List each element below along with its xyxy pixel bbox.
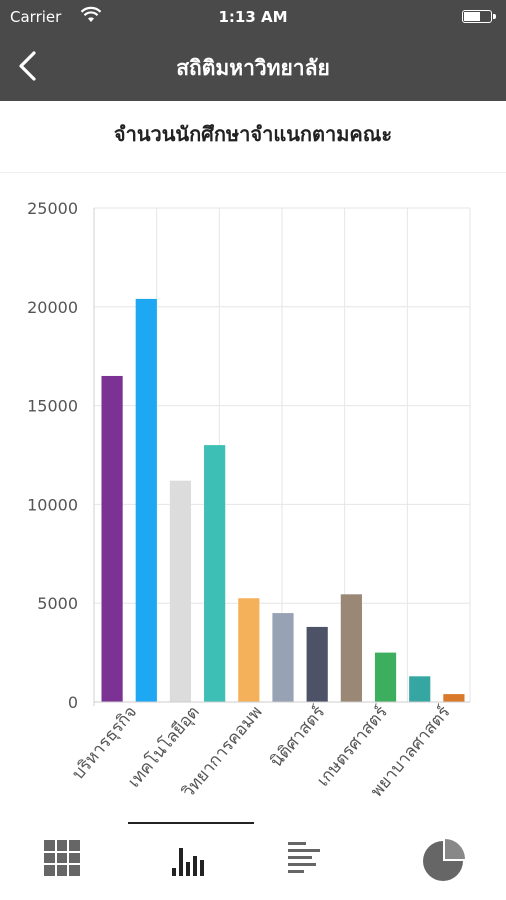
bar (306, 626, 328, 702)
battery-icon (462, 10, 496, 23)
active-tab-indicator (128, 822, 254, 824)
tab-bar-chart[interactable] (160, 834, 220, 890)
tab-pie-chart[interactable] (410, 834, 470, 890)
y-tick-label: 25000 (27, 199, 78, 218)
bar (204, 445, 226, 702)
bar-chart-icon (172, 848, 204, 876)
bar (443, 694, 465, 702)
y-tick-label: 15000 (27, 397, 78, 416)
grid-icon (44, 840, 80, 876)
y-tick-label: 10000 (27, 495, 78, 514)
bar (169, 480, 192, 702)
bar (135, 298, 157, 702)
bar (409, 676, 431, 702)
status-bar: Carrier 1:13 AM (0, 0, 506, 34)
page-title: สถิติมหาวิทยาลัย (176, 56, 330, 80)
bar-chart: 0500010000150002000025000บริหารธุรกิจเทค… (27, 199, 471, 802)
pie-chart-icon (423, 839, 465, 881)
y-tick-label: 5000 (37, 594, 78, 613)
clock: 1:13 AM (218, 8, 288, 26)
chart-title: จำนวนนักศึกษาจำแนกตามคณะ (113, 122, 393, 146)
divider (0, 172, 506, 173)
tab-table[interactable] (32, 834, 92, 890)
bar (101, 375, 123, 702)
wifi-icon (80, 6, 102, 22)
bar (374, 652, 397, 702)
chevron-left-icon (19, 51, 36, 81)
top-bar: Carrier 1:13 AM สถิติมหาวิทยาลัย (0, 0, 506, 101)
nav-bar: สถิติมหาวิทยาลัย (0, 34, 506, 101)
tab-horizontal-bar-chart[interactable] (276, 834, 336, 890)
x-tick-label: นิติศาสตร์ (267, 702, 330, 771)
tab-bar (0, 818, 506, 900)
y-tick-label: 0 (68, 693, 78, 712)
horizontal-bar-chart-icon (288, 842, 320, 873)
bar (238, 598, 260, 702)
carrier-label: Carrier (10, 8, 62, 26)
back-button[interactable] (8, 44, 52, 88)
bar (340, 594, 362, 702)
y-tick-label: 20000 (27, 298, 78, 317)
bar (272, 613, 294, 702)
